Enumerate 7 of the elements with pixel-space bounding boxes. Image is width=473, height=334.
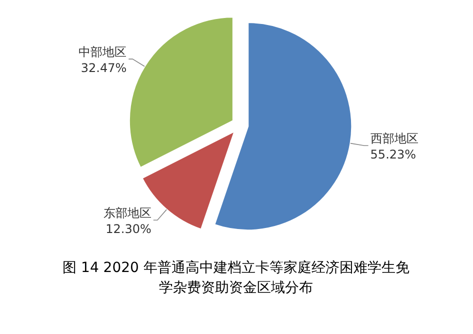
data-label: 12.30%: [106, 222, 152, 236]
data-label: 32.47%: [80, 61, 127, 76]
slice-label: 东部地区: [103, 206, 152, 220]
data-label: 55.23%: [370, 148, 416, 162]
text: 图 14 2020 年普通高中建档立卡等家庭经济困难学生免学杂费资助资金区域分布: [62, 259, 410, 298]
slice-label: 西部地区: [370, 132, 418, 146]
slice-label: 中部地区: [78, 45, 127, 60]
